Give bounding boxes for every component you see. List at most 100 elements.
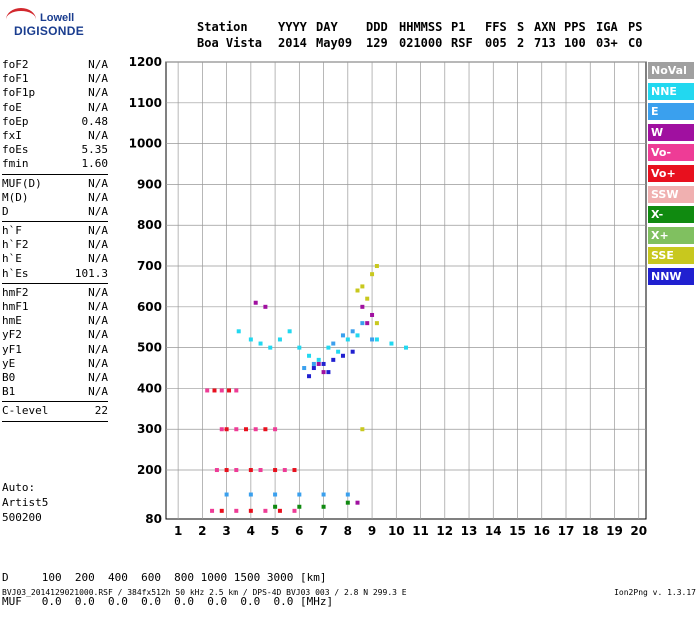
param-value: N/A [88, 128, 108, 142]
logo-arc-icon [6, 8, 36, 31]
data-point-sse [365, 296, 370, 301]
legend-item-ssw: SSW [648, 185, 694, 203]
param-row: foE N/A [2, 101, 108, 115]
x-tick-label: 4 [247, 524, 255, 538]
header-cell: RSF [451, 36, 473, 50]
y-tick-label: 300 [137, 422, 162, 436]
data-point-x [345, 500, 350, 505]
y-tick-label: 500 [137, 341, 162, 355]
data-point-vo [248, 468, 253, 473]
data-point-e [360, 321, 365, 326]
x-tick-label: 5 [271, 524, 279, 538]
param-name: hmF1 [2, 300, 29, 313]
legend-item-vo: Vo+ [648, 164, 694, 182]
header-cell: 03+ [596, 36, 618, 50]
param-name: foE [2, 100, 22, 114]
y-tick-label: 200 [137, 463, 162, 477]
data-point-nnw [326, 370, 331, 375]
param-name: M(D) [2, 190, 29, 204]
legend-item-x: X- [648, 206, 694, 224]
data-point-w [321, 370, 326, 375]
param-name: fmin [2, 157, 29, 171]
data-point-vo [292, 508, 297, 513]
data-point-w [365, 321, 370, 326]
x-tick-label: 8 [344, 524, 352, 538]
parameter-list: foF2 N/A foF1 N/A foF1p N/A foE N/A foEp 0.48 fxI N… [2, 58, 108, 424]
data-point-vo [224, 427, 229, 432]
param-value: 22 [94, 404, 108, 418]
data-point-vo [244, 427, 248, 432]
param-name: yE [2, 356, 16, 370]
y-tick-label: 1200 [129, 55, 162, 69]
x-tick-label: 16 [533, 524, 550, 538]
distance-row: D 100 200 400 600 800 1000 1500 3000 [km… [2, 571, 327, 584]
data-point-nne [248, 337, 253, 342]
y-tick-label: 400 [137, 381, 162, 395]
param-row: yF1 N/A [2, 343, 108, 357]
legend-item-sse: SSE [648, 247, 694, 265]
param-row: foEp 0.48 [2, 115, 108, 129]
data-point-x [321, 504, 326, 509]
data-point-vo [234, 508, 239, 513]
param-divider [2, 420, 108, 422]
x-tick-label: 11 [412, 524, 429, 538]
param-name: foEp [2, 114, 29, 128]
data-point-vo [234, 468, 239, 473]
param-row: B0 N/A [2, 371, 108, 385]
legend-item-noval: NoVal [648, 62, 694, 79]
param-divider [2, 173, 108, 175]
param-name: yF1 [2, 342, 22, 356]
param-name: fxI [2, 128, 22, 142]
header-cell: Boa Vista [197, 36, 263, 50]
param-name: yF2 [2, 328, 22, 342]
data-point-nnw [311, 366, 316, 371]
param-name: D [2, 204, 9, 218]
param-value: N/A [88, 328, 108, 342]
param-value: 5.35 [81, 143, 109, 157]
legend-item-nnw: NNW [648, 267, 694, 285]
data-point-vo [248, 508, 253, 513]
data-point-vo [234, 427, 239, 432]
header-cell: Station [197, 20, 248, 34]
data-point-x [297, 504, 302, 509]
param-name: foF2 [2, 58, 29, 71]
legend-item-e: E [648, 103, 694, 121]
header-cell: C0 [628, 36, 643, 50]
header-cell: P1 [451, 20, 466, 34]
data-point-e [302, 366, 307, 371]
data-point-vo [210, 508, 215, 513]
param-name: B1 [2, 385, 16, 399]
legend-item-x: X+ [648, 226, 694, 244]
plot-area [165, 61, 647, 520]
param-name: hmF2 [2, 285, 29, 299]
param-value: N/A [88, 356, 108, 370]
data-point-sse [355, 288, 360, 293]
header-cell: PPS [564, 20, 586, 34]
header-cell: 005 [485, 36, 507, 50]
data-point-nne [316, 357, 321, 362]
param-name: h`F2 [2, 238, 29, 252]
data-point-e [331, 341, 336, 346]
param-value: N/A [88, 314, 108, 328]
param-row: foF2 N/A [2, 58, 108, 72]
auto-line: Auto: [2, 481, 36, 494]
header-cell: 100 [564, 36, 586, 50]
data-point-vo [219, 427, 224, 432]
y-tick-label: 600 [137, 300, 162, 314]
data-point-vo [227, 388, 232, 393]
data-point-nne [389, 341, 394, 346]
data-point-sse [374, 264, 379, 269]
param-row: fxI N/A [2, 129, 108, 143]
data-point-nne [326, 345, 331, 350]
param-value: N/A [88, 238, 108, 252]
header-cell: AXN [534, 20, 556, 34]
header-cell: 2014 [278, 36, 307, 50]
header-cell: May09 [316, 36, 353, 50]
auto-line: 500200 [2, 511, 42, 524]
x-tick-label: 10 [388, 524, 405, 538]
data-point-nne [345, 337, 350, 342]
x-tick-label: 9 [368, 524, 376, 538]
y-tick-label: 1100 [129, 96, 162, 110]
data-point-w [316, 361, 321, 366]
param-name: h`E [2, 252, 22, 266]
